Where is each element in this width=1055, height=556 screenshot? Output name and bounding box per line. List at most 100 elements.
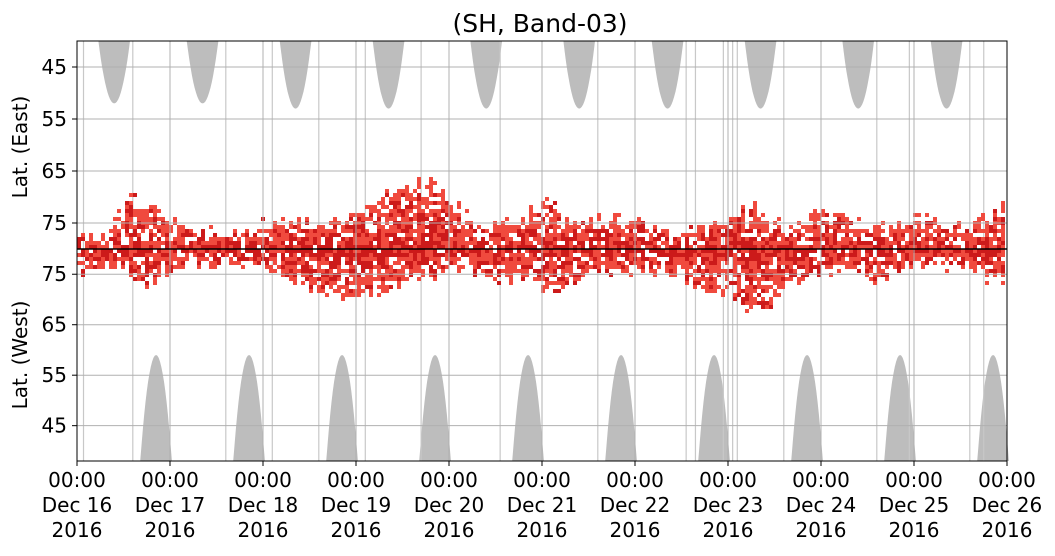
heat-cell: [337, 241, 341, 245]
heat-cell: [545, 285, 549, 289]
heat-cell: [209, 265, 213, 269]
heat-cell: [721, 225, 725, 229]
heat-cell: [309, 237, 313, 241]
heat-cell: [293, 237, 297, 241]
heat-cell: [337, 289, 341, 293]
heat-cell: [849, 265, 853, 269]
heat-cell: [637, 225, 641, 229]
heat-cell: [745, 249, 749, 253]
heat-cell: [957, 253, 961, 257]
heat-cell: [769, 301, 773, 305]
heat-cell: [489, 249, 493, 253]
heat-cell: [945, 229, 949, 233]
heat-cell: [377, 257, 381, 261]
heat-cell: [145, 261, 149, 265]
heat-cell: [181, 249, 185, 253]
heat-cell: [553, 273, 557, 277]
heat-cell: [773, 293, 777, 297]
heat-cell: [545, 253, 549, 257]
heat-cell: [749, 257, 753, 261]
heat-cell: [961, 233, 965, 237]
heat-cell: [137, 241, 141, 245]
heat-cell: [169, 229, 173, 233]
heat-cell: [925, 245, 929, 249]
heat-cell: [369, 293, 373, 297]
heat-cell: [401, 277, 405, 281]
heat-cell: [721, 293, 725, 297]
heat-cell: [929, 233, 933, 237]
heat-cell: [149, 269, 153, 273]
heat-cell: [749, 225, 753, 229]
heat-cell: [813, 265, 817, 269]
heat-cell: [709, 245, 713, 249]
heat-cell: [605, 261, 609, 265]
heat-cell: [605, 237, 609, 241]
heat-cell: [453, 229, 457, 233]
heat-cell: [373, 249, 377, 253]
heat-cell: [489, 245, 493, 249]
heat-cell: [953, 229, 957, 233]
heat-cell: [413, 257, 417, 261]
heat-cell: [377, 233, 381, 237]
heat-cell: [385, 241, 389, 245]
heat-cell: [533, 253, 537, 257]
heat-cell: [689, 273, 693, 277]
heat-cell: [149, 253, 153, 257]
heat-cell: [925, 241, 929, 245]
heat-cell: [365, 285, 369, 289]
heat-cell: [737, 285, 741, 289]
heat-cell: [809, 249, 813, 253]
heat-cell: [365, 229, 369, 233]
heat-cell: [969, 237, 973, 241]
heat-cell: [829, 273, 833, 277]
heat-cell: [737, 225, 741, 229]
heat-cell: [101, 233, 105, 237]
heat-cell: [909, 237, 913, 241]
heat-cell: [341, 225, 345, 229]
heat-cell: [961, 237, 965, 241]
heat-cell: [285, 269, 289, 273]
heat-cell: [93, 257, 97, 261]
heat-cell: [241, 265, 245, 269]
heat-cell: [629, 237, 633, 241]
heat-cell: [405, 253, 409, 257]
heat-cell: [901, 237, 905, 241]
heat-cell: [137, 225, 141, 229]
heat-cell: [437, 229, 441, 233]
heat-cell: [305, 245, 309, 249]
heat-cell: [765, 273, 769, 277]
y-tick-label-west: 65: [42, 313, 67, 337]
heat-cell: [761, 273, 765, 277]
heat-cell: [825, 249, 829, 253]
heat-cell: [837, 253, 841, 257]
heat-cell: [521, 269, 525, 273]
heat-cell: [329, 233, 333, 237]
heat-cell: [601, 261, 605, 265]
heat-cell: [129, 225, 133, 229]
heat-cell: [297, 269, 301, 273]
heat-cell: [785, 265, 789, 269]
heat-cell: [905, 249, 909, 253]
heat-cell: [865, 229, 869, 233]
y-tick-label-west: 75: [42, 262, 67, 286]
heat-cell: [265, 237, 269, 241]
heat-cell: [421, 273, 425, 277]
heat-cell: [605, 269, 609, 273]
heat-cell: [353, 289, 357, 293]
heat-cell: [165, 249, 169, 253]
heat-cell: [501, 233, 505, 237]
heat-cell: [545, 225, 549, 229]
heat-cell: [753, 253, 757, 257]
heat-cell: [805, 245, 809, 249]
east-no-data-region-9: [930, 41, 963, 109]
heat-cell: [737, 293, 741, 297]
heat-cell: [937, 233, 941, 237]
heat-cell: [709, 265, 713, 269]
heat-cell: [217, 241, 221, 245]
heat-cell: [497, 253, 501, 257]
heat-cell: [745, 277, 749, 281]
heat-cell: [169, 249, 173, 253]
heat-cell: [889, 225, 893, 229]
heat-cell: [409, 233, 413, 237]
heat-cell: [697, 245, 701, 249]
